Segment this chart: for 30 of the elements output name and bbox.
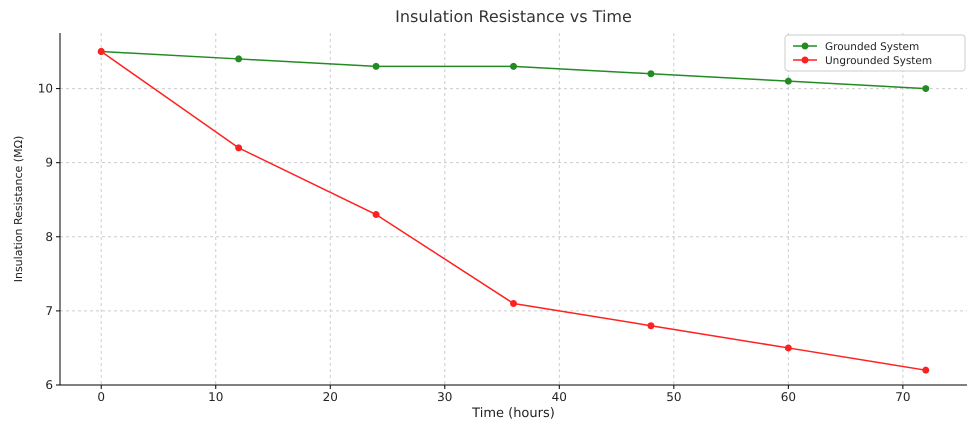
point [510,62,517,70]
point [372,211,380,218]
x-tick-label: 0 [97,390,106,404]
x-tick-label: 30 [437,390,452,404]
point [922,85,930,92]
y-tick-label: 6 [45,378,53,392]
x-tick-label: 60 [780,390,796,404]
y-tick-label: 7 [45,304,53,318]
point [922,366,930,374]
point [235,55,242,62]
y-tick-label: 8 [45,230,53,244]
x-tick-label: 10 [208,390,224,404]
point [372,62,380,70]
legend-label: Grounded System [825,41,920,53]
y-tick-label: 9 [45,156,53,170]
x-axis-title: Time (hours) [471,406,555,421]
point [784,344,792,352]
point [647,322,654,330]
point [784,78,792,85]
x-tick-label: 20 [322,390,338,404]
x-tick-label: 40 [552,390,567,404]
point [647,70,654,78]
x-tick-label: 70 [895,390,911,404]
y-tick-label: 10 [38,82,53,96]
legend-label: Ungrounded System [825,55,932,67]
chart-title: Insulation Resistance vs Time [395,7,632,26]
x-tick-label: 50 [666,390,682,404]
point [510,300,517,307]
point [235,144,242,152]
y-axis-title: Insulation Resistance (MΩ) [12,136,25,282]
